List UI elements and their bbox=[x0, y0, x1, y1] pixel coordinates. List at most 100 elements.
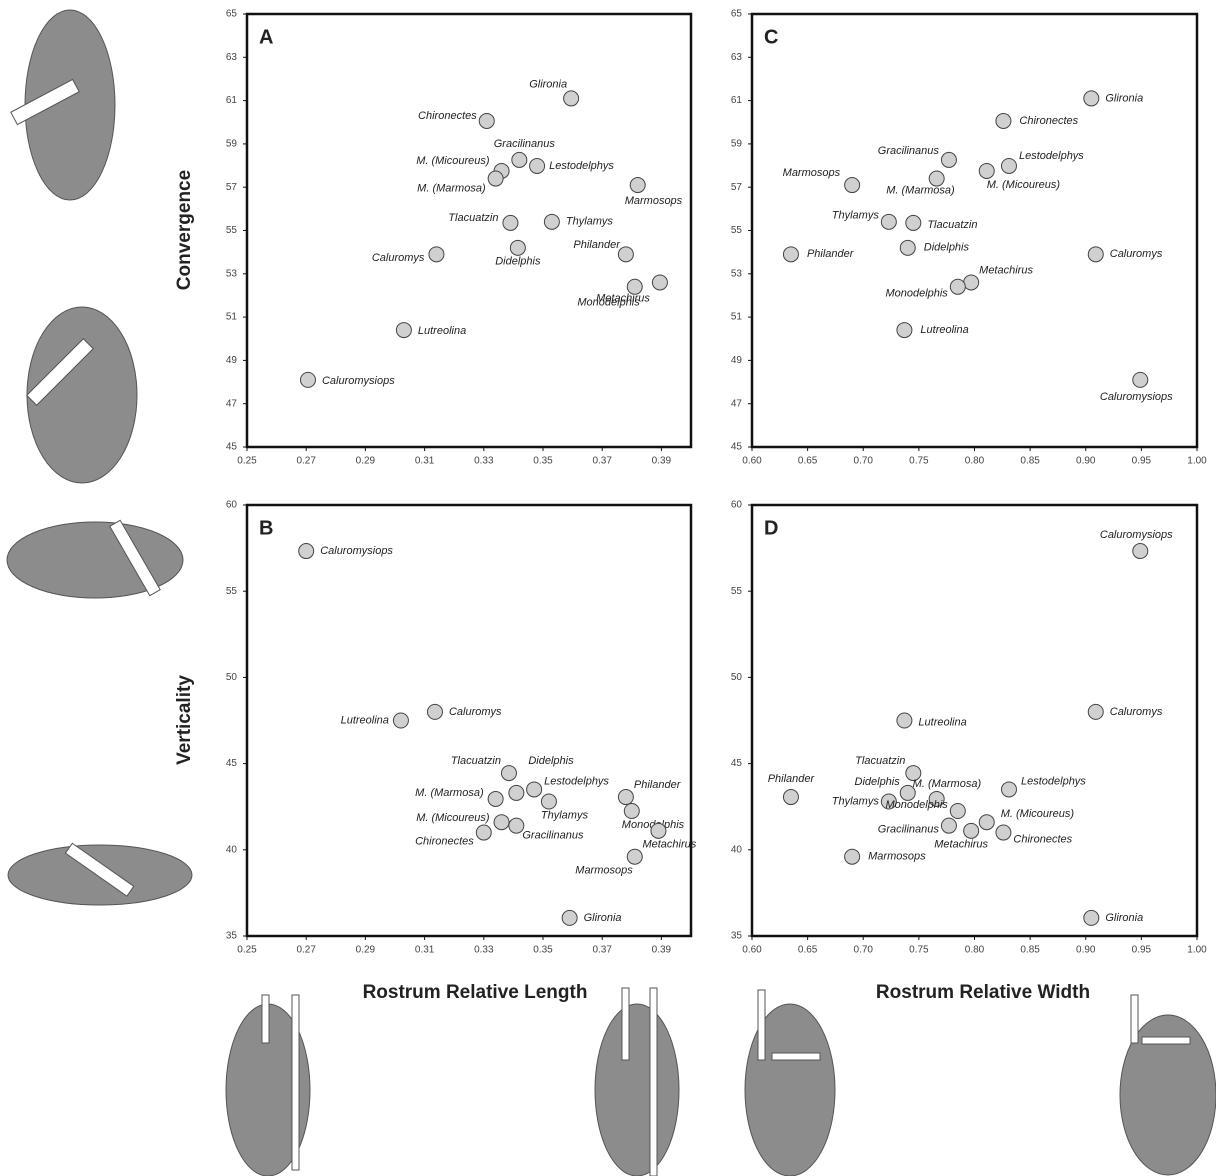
point-label: Chironectes bbox=[415, 835, 474, 847]
point bbox=[1133, 544, 1148, 559]
y-tick-label: 65 bbox=[226, 9, 238, 20]
point-label: M. (Micoureus) bbox=[1001, 808, 1075, 820]
point bbox=[299, 544, 314, 559]
y-tick-label: 45 bbox=[731, 442, 743, 453]
point bbox=[627, 279, 642, 294]
point bbox=[964, 275, 979, 290]
y-tick-label: 49 bbox=[731, 355, 743, 366]
point bbox=[950, 279, 965, 294]
point bbox=[476, 825, 491, 840]
point bbox=[979, 163, 994, 178]
x-tick-label: 0.27 bbox=[296, 456, 316, 467]
point bbox=[1088, 704, 1103, 719]
point bbox=[479, 113, 494, 128]
point bbox=[1001, 158, 1016, 173]
x-tick-label: 0.33 bbox=[474, 945, 494, 956]
point bbox=[897, 323, 912, 338]
x-tick-label: 0.75 bbox=[909, 945, 929, 956]
point bbox=[510, 240, 525, 255]
point bbox=[979, 815, 994, 830]
plot-frame bbox=[752, 505, 1197, 936]
point bbox=[996, 825, 1011, 840]
point bbox=[429, 247, 444, 262]
point bbox=[618, 247, 633, 262]
point-label: Marmosops bbox=[575, 865, 633, 877]
measure-bar bbox=[262, 995, 269, 1043]
y-tick-label: 63 bbox=[731, 52, 743, 63]
point-label: Lutreolina bbox=[920, 324, 968, 336]
point-label: Gracilinanus bbox=[878, 824, 940, 836]
point-label: Caluromys bbox=[1110, 248, 1163, 260]
y-tick-label: 55 bbox=[731, 225, 743, 236]
point-label: Chironectes bbox=[418, 110, 477, 122]
point-label: Lestodelphys bbox=[1019, 150, 1084, 162]
point bbox=[503, 215, 518, 230]
y-axis-title: Convergence bbox=[174, 170, 195, 290]
point-label: Didelphis bbox=[924, 242, 970, 254]
point bbox=[996, 113, 1011, 128]
point bbox=[897, 713, 912, 728]
point-label: Metachirus bbox=[934, 839, 988, 851]
y-tick-label: 59 bbox=[226, 139, 238, 150]
point-label: Chironectes bbox=[1013, 833, 1072, 845]
point bbox=[488, 791, 503, 806]
point-label: Lestodelphys bbox=[549, 160, 614, 172]
panel-letter: D bbox=[764, 517, 778, 539]
point-label: Tlacuatzin bbox=[927, 219, 977, 231]
point bbox=[488, 171, 503, 186]
y-tick-label: 49 bbox=[226, 355, 238, 366]
point bbox=[652, 275, 667, 290]
point-label: Chironectes bbox=[1019, 115, 1078, 127]
x-tick-label: 1.00 bbox=[1187, 945, 1207, 956]
measure-bar bbox=[772, 1053, 820, 1060]
point-label: Monodelphis bbox=[885, 799, 948, 811]
point bbox=[630, 178, 645, 193]
point bbox=[527, 782, 542, 797]
point bbox=[1001, 782, 1016, 797]
point bbox=[881, 214, 896, 229]
x-tick-label: 0.65 bbox=[798, 945, 818, 956]
point-label: Caluromysiops bbox=[322, 375, 395, 387]
point bbox=[300, 372, 315, 387]
point-label: M. (Marmosa) bbox=[913, 778, 982, 790]
point bbox=[393, 713, 408, 728]
y-tick-label: 63 bbox=[226, 52, 238, 63]
y-tick-label: 47 bbox=[226, 398, 238, 409]
point bbox=[624, 804, 639, 819]
y-tick-label: 65 bbox=[731, 9, 743, 20]
point bbox=[964, 823, 979, 838]
y-tick-label: 40 bbox=[731, 844, 743, 855]
point bbox=[900, 240, 915, 255]
measure-bar bbox=[758, 990, 765, 1060]
point bbox=[1133, 372, 1148, 387]
point-label: Lutreolina bbox=[341, 714, 389, 726]
y-tick-label: 45 bbox=[226, 758, 238, 769]
y-tick-label: 35 bbox=[226, 931, 238, 942]
measure-bar bbox=[1142, 1037, 1190, 1044]
point-label: Philander bbox=[634, 779, 682, 791]
y-tick-label: 40 bbox=[226, 844, 238, 855]
point-label: M. (Micoureus) bbox=[987, 179, 1061, 191]
point-label: Thylamys bbox=[832, 210, 880, 222]
x-tick-label: 0.29 bbox=[356, 456, 376, 467]
y-tick-label: 60 bbox=[226, 500, 238, 511]
x-tick-label: 0.60 bbox=[742, 945, 762, 956]
x-tick-label: 0.37 bbox=[592, 945, 612, 956]
panel-letter: B bbox=[259, 517, 273, 539]
x-tick-label: 0.39 bbox=[652, 456, 672, 467]
point-label: Philander bbox=[573, 239, 621, 251]
x-tick-label: 0.85 bbox=[1020, 456, 1040, 467]
point-label: Gracilinanus bbox=[878, 145, 940, 157]
figure: A45474951535557596163650.250.270.290.310… bbox=[0, 0, 1216, 1176]
point-label: Didelphis bbox=[855, 776, 901, 788]
point-label: Glironia bbox=[1105, 92, 1143, 104]
point-label: Caluromysiops bbox=[1100, 391, 1173, 403]
x-tick-label: 1.00 bbox=[1187, 456, 1207, 467]
point-label: Glironia bbox=[584, 912, 622, 924]
point-label: Caluromys bbox=[449, 706, 502, 718]
point-label: Gracilinanus bbox=[522, 830, 584, 842]
y-tick-label: 61 bbox=[226, 95, 238, 106]
point-label: Lestodelphys bbox=[544, 775, 609, 787]
point bbox=[651, 823, 666, 838]
y-tick-label: 45 bbox=[731, 758, 743, 769]
